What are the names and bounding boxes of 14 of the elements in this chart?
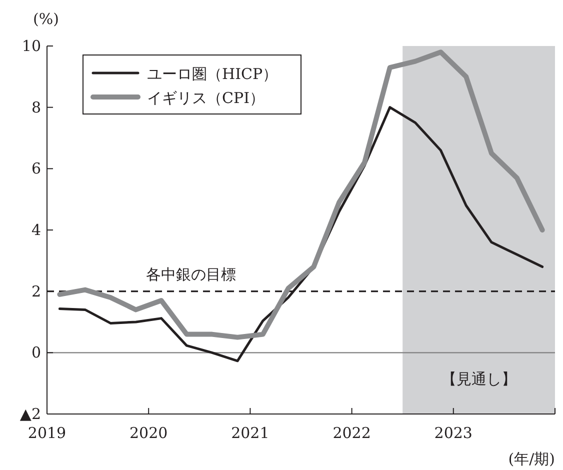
y-tick-label: 4 — [31, 221, 41, 239]
x-tick-label: 2022 — [332, 424, 371, 442]
y-tick-label: 8 — [31, 98, 41, 116]
xlabel: (年/期) — [508, 450, 555, 468]
y-tick-label: 6 — [31, 160, 41, 178]
y-tick-label: 0 — [31, 344, 41, 362]
x-tick-label: 2020 — [130, 424, 168, 442]
x-tick-label: 2021 — [231, 424, 270, 442]
x-tick-label: 2023 — [434, 424, 472, 442]
ylabel: (%) — [33, 10, 59, 28]
y-tick-label: 10 — [22, 37, 41, 55]
y-tick-label: 2 — [31, 282, 41, 300]
y-tick-label: ▲2 — [20, 405, 41, 423]
x-tick-label: 2019 — [28, 424, 66, 442]
